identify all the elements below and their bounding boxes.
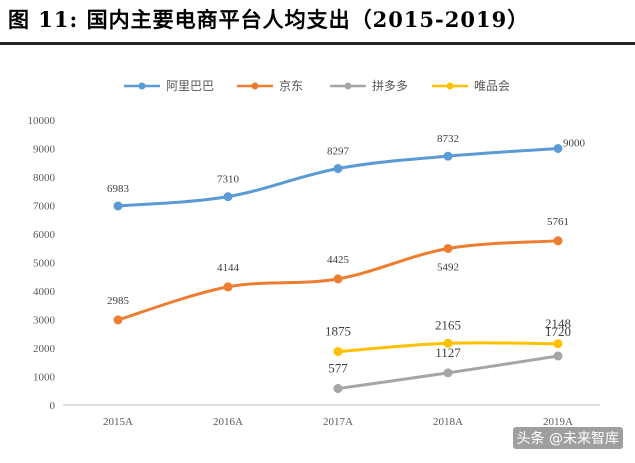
y-tick-label: 3000 bbox=[33, 315, 56, 327]
data-label: 2148 bbox=[545, 316, 571, 331]
data-point bbox=[223, 282, 233, 292]
x-tick-label: 2019A bbox=[543, 416, 573, 428]
legend-swatch-marker bbox=[344, 82, 352, 90]
data-label: 8297 bbox=[327, 146, 350, 158]
data-label: 8732 bbox=[437, 133, 459, 145]
x-tick-label: 2018A bbox=[433, 416, 463, 428]
data-label: 4425 bbox=[327, 254, 350, 266]
data-point bbox=[333, 347, 343, 357]
y-tick-label: 7000 bbox=[33, 201, 56, 213]
legend-swatch-marker bbox=[138, 82, 146, 90]
data-label: 2985 bbox=[107, 295, 130, 307]
data-point bbox=[223, 192, 233, 202]
data-label: 5492 bbox=[437, 261, 459, 273]
line-chart: 0 1000 2000 3000 4000 5000 6000 7000 8000 9000 100… bbox=[28, 79, 600, 428]
legend-label: 唯品会 bbox=[474, 79, 510, 93]
x-tick-label: 2015A bbox=[103, 416, 133, 428]
y-tick-label: 1000 bbox=[33, 372, 56, 384]
data-point bbox=[333, 164, 343, 174]
data-label: 9000 bbox=[563, 138, 586, 150]
title-divider bbox=[0, 42, 635, 45]
figure-title: 图 11: 国内主要电商平台人均支出（2015-2019） bbox=[8, 7, 530, 32]
data-point bbox=[333, 274, 343, 284]
watermark: 头条 @未来智库 bbox=[512, 427, 623, 449]
data-point bbox=[553, 351, 563, 361]
data-label: 1127 bbox=[435, 345, 461, 360]
data-point bbox=[443, 338, 453, 348]
y-tick-label: 8000 bbox=[33, 172, 56, 184]
data-point bbox=[553, 339, 563, 349]
data-label: 7310 bbox=[217, 174, 240, 186]
legend-label: 拼多多 bbox=[372, 79, 408, 93]
legend-label: 阿里巴巴 bbox=[166, 79, 214, 93]
y-tick-label: 5000 bbox=[33, 258, 56, 270]
data-label: 6983 bbox=[107, 183, 130, 195]
data-label: 1875 bbox=[325, 324, 351, 339]
y-tick-label: 2000 bbox=[33, 343, 56, 355]
data-label: 4144 bbox=[217, 262, 240, 274]
x-tick-label: 2017A bbox=[323, 416, 353, 428]
data-point bbox=[113, 315, 123, 325]
title-bar: 图 11: 国内主要电商平台人均支出（2015-2019） bbox=[0, 0, 635, 45]
y-tick-label: 4000 bbox=[33, 286, 56, 298]
data-point bbox=[553, 144, 563, 153]
y-tick-label: 9000 bbox=[33, 144, 56, 156]
y-tick-label: 6000 bbox=[33, 229, 56, 241]
data-label: 2165 bbox=[435, 317, 461, 332]
data-label: 1720 bbox=[545, 324, 571, 339]
data-point bbox=[443, 151, 453, 161]
legend-swatch-marker bbox=[251, 82, 259, 90]
data-point bbox=[113, 201, 123, 211]
x-tick-label: 2016A bbox=[213, 416, 243, 428]
data-point bbox=[443, 368, 453, 378]
data-point bbox=[333, 384, 343, 394]
legend-swatch-marker bbox=[446, 82, 454, 90]
legend-label: 京东 bbox=[279, 79, 303, 93]
data-point bbox=[443, 243, 453, 253]
data-label: 5761 bbox=[547, 216, 569, 228]
y-tick-label: 10000 bbox=[28, 115, 56, 127]
y-tick-label: 0 bbox=[50, 400, 56, 412]
data-label: 577 bbox=[328, 361, 348, 376]
data-point bbox=[553, 236, 563, 246]
